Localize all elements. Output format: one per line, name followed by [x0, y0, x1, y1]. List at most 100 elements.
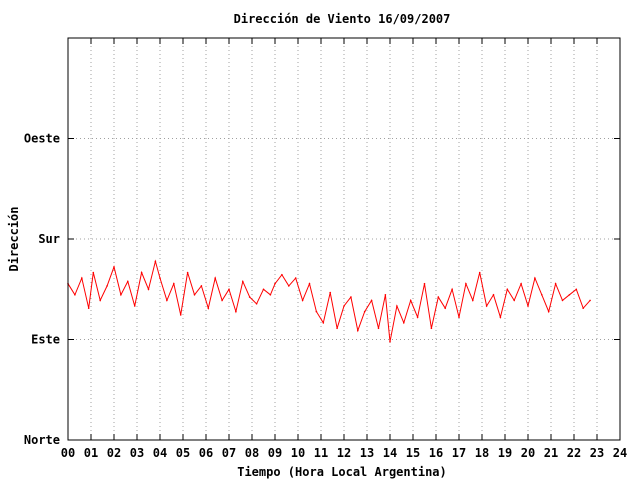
data-point: [274, 282, 276, 285]
data-point: [389, 340, 391, 343]
data-point: [214, 277, 216, 279]
data-point: [465, 282, 467, 285]
data-point: [154, 260, 157, 263]
data-point: [409, 299, 412, 302]
data-point: [506, 288, 509, 291]
data-point: [458, 316, 460, 319]
data-point: [228, 288, 230, 291]
data-point: [513, 299, 515, 302]
data-point: [235, 310, 237, 313]
x-tick-label: 00: [61, 446, 75, 460]
data-point: [492, 294, 495, 296]
data-point: [92, 271, 95, 274]
grid-lines: [68, 38, 620, 440]
data-point: [363, 310, 366, 313]
data-point: [396, 305, 398, 307]
data-point: [444, 307, 447, 310]
data-point: [472, 299, 474, 302]
data-point: [87, 307, 90, 310]
data-point: [336, 327, 338, 330]
data-point: [416, 316, 419, 319]
data-point: [329, 291, 332, 294]
data-point: [301, 299, 304, 302]
data-point: [547, 310, 550, 313]
y-axis-label: Dirección: [7, 206, 21, 271]
data-point: [81, 277, 83, 279]
data-point: [350, 296, 352, 298]
data-point: [357, 329, 359, 332]
x-tick-label: 02: [107, 446, 121, 460]
y-tick-label: Sur: [38, 232, 60, 246]
data-point: [294, 277, 297, 279]
x-tick-label: 10: [291, 446, 305, 460]
data-point: [179, 314, 182, 316]
data-point: [520, 282, 522, 285]
x-tick-label: 12: [337, 446, 351, 460]
data-point: [315, 310, 318, 313]
data-point: [377, 327, 380, 330]
x-tick-label: 22: [567, 446, 581, 460]
y-tick-label: Norte: [24, 433, 60, 447]
tick-marks: [67, 38, 621, 441]
chart-title: Dirección de Viento 16/09/2007: [234, 12, 451, 26]
data-point: [281, 273, 283, 276]
data-point: [147, 288, 150, 291]
wind-direction-series-line: [67, 259, 591, 342]
y-tick-label: Este: [31, 333, 60, 347]
x-tick-label: 05: [176, 446, 190, 460]
data-point: [133, 305, 136, 307]
data-point: [186, 271, 189, 274]
x-tick-label: 08: [245, 446, 259, 460]
data-point: [242, 280, 244, 283]
x-tick-label: 23: [590, 446, 604, 460]
x-tick-label: 14: [383, 446, 397, 460]
x-tick-label: 07: [222, 446, 236, 460]
x-tick-label: 20: [521, 446, 535, 460]
data-point: [193, 294, 196, 296]
data-point: [113, 266, 115, 268]
data-point: [582, 307, 584, 310]
y-tick-labels: Norte Este Sur Oeste: [24, 132, 60, 448]
data-point: [370, 299, 373, 302]
data-point: [221, 299, 223, 302]
x-tick-label: 18: [475, 446, 489, 460]
data-point: [541, 294, 543, 296]
x-tick-label: 17: [452, 446, 466, 460]
x-tick-label: 11: [314, 446, 328, 460]
data-point: [322, 322, 325, 324]
data-point: [423, 282, 426, 285]
data-point: [262, 288, 265, 291]
data-point: [127, 280, 129, 283]
data-point: [527, 305, 529, 307]
x-tick-label: 24: [613, 446, 627, 460]
data-point: [403, 322, 405, 324]
data-point: [589, 299, 591, 302]
data-point: [159, 277, 161, 279]
data-point: [485, 305, 488, 307]
x-tick-label: 13: [360, 446, 374, 460]
data-point: [269, 294, 272, 296]
y-tick-label: Oeste: [24, 132, 60, 146]
data-point: [499, 316, 502, 319]
x-tick-label: 04: [153, 446, 167, 460]
data-point: [248, 296, 251, 298]
data-point: [288, 285, 290, 287]
data-point: [343, 305, 345, 307]
data-point: [200, 285, 203, 287]
data-point: [166, 299, 168, 302]
data-point: [384, 294, 387, 296]
x-tick-labels: 00 01 02 03 04 05 06 07 08 09 10 11 12 13 14 15 16 17 18 19…: [61, 446, 627, 460]
data-point: [140, 271, 143, 274]
data-point: [451, 288, 453, 291]
data-point: [74, 294, 76, 296]
x-axis-label: Tiempo (Hora Local Argentina): [237, 465, 447, 479]
data-point: [534, 277, 536, 279]
data-point: [106, 285, 108, 287]
x-tick-label: 15: [406, 446, 420, 460]
data-point: [478, 271, 481, 274]
x-tick-label: 06: [199, 446, 213, 460]
data-point: [99, 299, 101, 302]
x-tick-label: 01: [84, 446, 98, 460]
